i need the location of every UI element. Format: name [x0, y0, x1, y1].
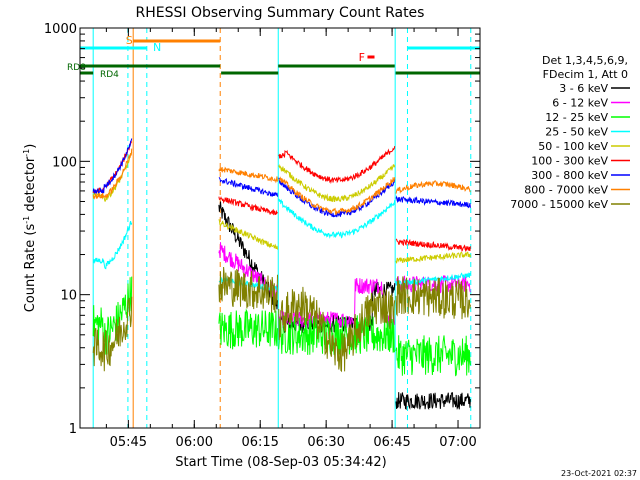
rd8-label: RD8: [67, 63, 86, 73]
series-line-2: [218, 308, 278, 350]
footer-date: 23-Oct-2021 02:37: [561, 469, 637, 478]
x-tick-label: 06:45: [373, 435, 410, 450]
status-bars-layer: S N F RD8 RD4: [67, 34, 480, 80]
series-line-5: [278, 146, 396, 185]
series-line-6: [92, 138, 133, 195]
series-line-6: [395, 195, 471, 209]
series-line-6: [218, 177, 278, 197]
series-line-5: [92, 139, 133, 194]
series-line-3: [92, 220, 133, 270]
series-line-2: [92, 276, 133, 355]
legend-entry-label: 12 - 25 keV: [545, 111, 608, 124]
legend-entry-label: 25 - 50 keV: [545, 126, 608, 139]
series-line-4: [395, 251, 471, 264]
saa-label: S: [126, 34, 133, 47]
data-series-layer: [92, 138, 471, 411]
legend-header-line-2: FDecim 1, Att 0: [543, 68, 628, 81]
series-line-7: [395, 180, 471, 194]
series-line-5: [218, 196, 278, 216]
series-line-7: [278, 176, 396, 216]
y-tick-label: 1: [69, 422, 77, 437]
x-tick-label: 05:45: [110, 435, 147, 450]
series-line-2: [395, 335, 471, 377]
series-line-8: [278, 286, 396, 373]
night-label: N: [153, 41, 161, 54]
series-line-3: [395, 272, 471, 287]
x-tick-label: 06:15: [241, 435, 278, 450]
legend-entry-label: 6 - 12 keV: [552, 97, 608, 110]
chart-title: RHESSI Observing Summary Count Rates: [136, 5, 425, 21]
axes-layer: 05:45 06:00 06:15 06:30 06:45 07:00 1 10 100 1000: [44, 22, 481, 450]
series-line-2: [278, 314, 396, 356]
series-line-5: [395, 238, 471, 253]
series-line-8: [395, 276, 471, 320]
x-tick-label: 06:30: [307, 435, 344, 450]
legend-entry-label: 800 - 7000 keV: [524, 184, 608, 197]
legend: Det 1,3,4,5,6,9, FDecim 1, Att 0 3 - 6 k…: [510, 54, 630, 211]
rd4-label: RD4: [100, 70, 119, 80]
series-line-7: [218, 166, 278, 184]
legend-entry-label: 7000 - 15000 keV: [510, 198, 608, 211]
x-tick-label: 06:00: [176, 435, 213, 450]
series-line-4: [218, 219, 278, 250]
legend-entry-label: 100 - 300 keV: [531, 155, 608, 168]
flare-label: F: [359, 51, 365, 64]
series-line-8: [92, 296, 133, 372]
plot-frame: [79, 27, 481, 429]
x-axis-label: Start Time (08-Sep-03 05:34:42): [175, 455, 386, 470]
series-line-8: [218, 266, 278, 313]
legend-header-line-1: Det 1,3,4,5,6,9,: [542, 54, 628, 67]
legend-entry-label: 3 - 6 keV: [559, 82, 608, 95]
y-tick-label: 100: [52, 155, 77, 170]
y-tick-label: 1000: [44, 22, 77, 37]
series-line-1: [278, 277, 396, 330]
y-axis-label: Count Rate (s-1 detector-1): [22, 144, 38, 313]
series-line-3: [278, 198, 396, 239]
legend-entry-label: 50 - 100 keV: [538, 140, 608, 153]
series-line-0: [395, 392, 471, 411]
x-tick-label: 07:00: [439, 435, 476, 450]
legend-entry-label: 300 - 800 keV: [531, 169, 608, 182]
series-line-7: [92, 148, 133, 200]
y-tick-label: 10: [60, 289, 77, 304]
series-line-4: [278, 163, 396, 203]
